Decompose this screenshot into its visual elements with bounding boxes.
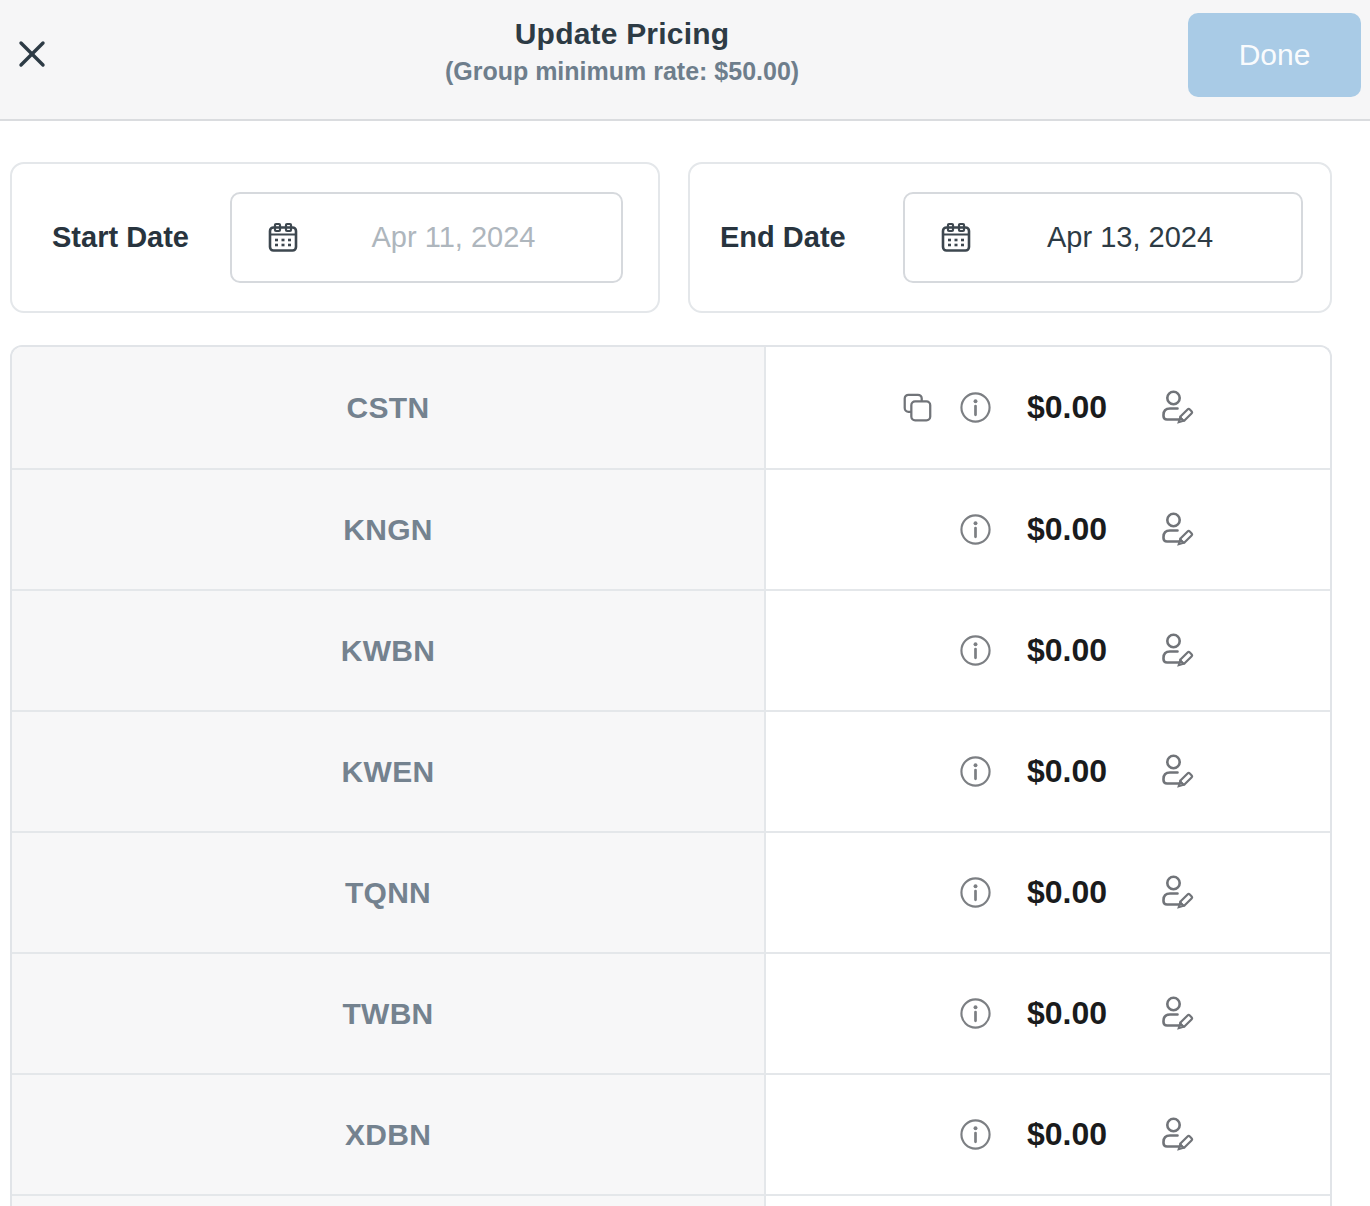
person-edit-icon <box>1156 510 1196 550</box>
info-icon <box>959 513 992 546</box>
edit-rate-button[interactable] <box>1156 631 1196 671</box>
header-text-block: Update Pricing (Group minimum rate: $50.… <box>0 17 1244 86</box>
edit-rate-button[interactable] <box>1156 1115 1196 1155</box>
person-edit-icon <box>1156 873 1196 913</box>
table-row: XDBN $0.00 <box>12 1073 1330 1194</box>
info-button[interactable] <box>958 876 992 910</box>
rate-value: $0.00 <box>1022 632 1112 669</box>
end-date-value: Apr 13, 2024 <box>973 221 1301 254</box>
row-actions-cell: $0.00 <box>766 347 1330 468</box>
row-actions-cell <box>766 1196 1330 1206</box>
info-button[interactable] <box>958 391 992 425</box>
row-actions-cell: $0.00 <box>766 712 1330 831</box>
row-code-label: KWEN <box>342 755 435 789</box>
person-edit-icon <box>1156 388 1196 428</box>
copy-rate-button[interactable] <box>900 391 934 425</box>
row-label-cell: KNGN <box>12 470 766 589</box>
edit-rate-button[interactable] <box>1156 752 1196 792</box>
row-code-label: KWBN <box>341 634 436 668</box>
rate-value: $0.00 <box>1022 753 1112 790</box>
start-date-value: Apr 11, 2024 <box>300 221 621 254</box>
row-actions-cell: $0.00 <box>766 954 1330 1073</box>
date-filters: Start Date Apr 11, 2024 End Date <box>10 162 1332 313</box>
done-button[interactable]: Done <box>1188 13 1361 97</box>
table-row: TWBN $0.00 <box>12 952 1330 1073</box>
info-icon <box>959 755 992 788</box>
rate-value: $0.00 <box>1022 511 1112 548</box>
edit-rate-button[interactable] <box>1156 510 1196 550</box>
row-actions-cell: $0.00 <box>766 591 1330 710</box>
calendar-icon <box>266 221 300 255</box>
modal-header: Update Pricing (Group minimum rate: $50.… <box>0 0 1370 121</box>
row-code-label: CSTN <box>347 391 430 425</box>
end-date-label: End Date <box>720 221 846 254</box>
edit-rate-button[interactable] <box>1156 994 1196 1034</box>
row-code-label: KNGN <box>343 513 433 547</box>
page-subtitle: (Group minimum rate: $50.00) <box>0 57 1244 86</box>
row-code-label: XDBN <box>345 1118 431 1152</box>
table-row: KNGN $0.00 <box>12 468 1330 589</box>
row-label-cell: KWEN <box>12 712 766 831</box>
row-actions-cell: $0.00 <box>766 470 1330 589</box>
table-row: KWBN $0.00 <box>12 589 1330 710</box>
info-icon <box>959 1118 992 1151</box>
start-date-card: Start Date Apr 11, 2024 <box>10 162 660 313</box>
row-actions-cell: $0.00 <box>766 1075 1330 1194</box>
end-date-card: End Date Apr 13, 2024 <box>688 162 1332 313</box>
row-actions-cell: $0.00 <box>766 833 1330 952</box>
row-label-cell: XDBN <box>12 1075 766 1194</box>
table-row-partial <box>12 1194 1330 1206</box>
info-icon <box>959 876 992 909</box>
person-edit-icon <box>1156 752 1196 792</box>
rate-value: $0.00 <box>1022 995 1112 1032</box>
row-label-cell: TWBN <box>12 954 766 1073</box>
row-label-cell: CSTN <box>12 347 766 468</box>
start-date-input[interactable]: Apr 11, 2024 <box>230 192 623 283</box>
row-label-cell <box>12 1196 766 1206</box>
row-code-label: TQNN <box>345 876 431 910</box>
table-row: CSTN $0.00 <box>12 347 1330 468</box>
rate-value: $0.00 <box>1022 1116 1112 1153</box>
info-icon <box>959 997 992 1030</box>
page-title: Update Pricing <box>0 17 1244 51</box>
info-icon <box>959 391 992 424</box>
row-label-cell: KWBN <box>12 591 766 710</box>
copy-icon <box>900 391 934 425</box>
start-date-label: Start Date <box>52 221 189 254</box>
table-row: KWEN $0.00 <box>12 710 1330 831</box>
info-button[interactable] <box>958 513 992 547</box>
info-button[interactable] <box>958 755 992 789</box>
end-date-input[interactable]: Apr 13, 2024 <box>903 192 1303 283</box>
person-edit-icon <box>1156 631 1196 671</box>
rate-value: $0.00 <box>1022 389 1112 426</box>
info-button[interactable] <box>958 634 992 668</box>
edit-rate-button[interactable] <box>1156 388 1196 428</box>
person-edit-icon <box>1156 994 1196 1034</box>
info-button[interactable] <box>958 1118 992 1152</box>
row-label-cell: TQNN <box>12 833 766 952</box>
info-button[interactable] <box>958 997 992 1031</box>
table-row: TQNN $0.00 <box>12 831 1330 952</box>
pricing-table: CSTN $0.00 <box>10 345 1332 1206</box>
info-icon <box>959 634 992 667</box>
rate-value: $0.00 <box>1022 874 1112 911</box>
row-code-label: TWBN <box>342 997 433 1031</box>
edit-rate-button[interactable] <box>1156 873 1196 913</box>
person-edit-icon <box>1156 1115 1196 1155</box>
calendar-icon <box>939 221 973 255</box>
